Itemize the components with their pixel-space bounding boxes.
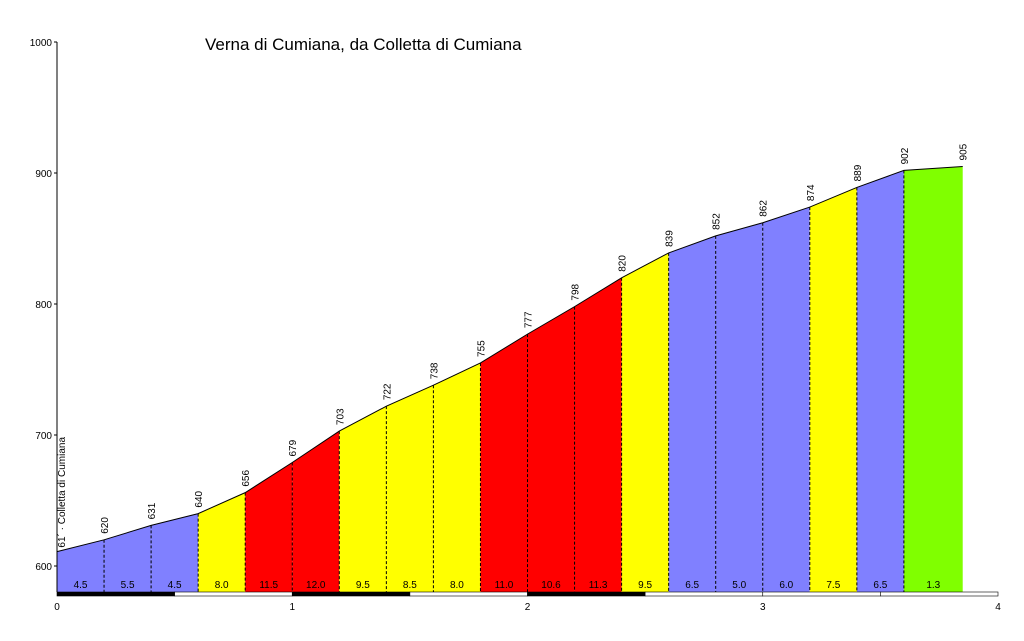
elevation-label-13: 839 xyxy=(665,230,676,247)
elevation-labels: 620 631 640 656 679 703 722 738 755 777 798 820 839 8… xyxy=(100,143,970,533)
elevation-label-9: 755 xyxy=(476,340,487,357)
x-tick-label-4: 4 xyxy=(995,602,1001,613)
elevation-label-8: 738 xyxy=(429,362,440,379)
elevation-label-17: 889 xyxy=(853,164,864,181)
gradient-label-10: 10.6 xyxy=(541,580,561,591)
gradient-label-7: 8.5 xyxy=(403,580,417,591)
segment-fill-8 xyxy=(433,362,481,592)
segment-fill-0 xyxy=(57,539,105,592)
gradient-label-1: 5.5 xyxy=(121,580,135,591)
segment-fill-2 xyxy=(151,513,199,592)
elevation-label-18: 902 xyxy=(900,147,911,164)
gradient-label-12: 9.5 xyxy=(638,580,652,591)
y-axis: 600 700 800 900 1000 xyxy=(30,38,58,592)
elevation-label-16: 874 xyxy=(806,184,817,201)
segment-fill-14 xyxy=(715,222,763,592)
elevation-label-7: 722 xyxy=(382,383,393,400)
segment-fills xyxy=(57,166,963,592)
segment-fill-4 xyxy=(245,462,293,592)
gradient-label-14: 5.0 xyxy=(732,580,746,591)
x-tick-label-3: 3 xyxy=(760,602,766,613)
segment-fill-3 xyxy=(198,492,246,592)
x-scale-block-1 xyxy=(174,591,293,597)
gradient-label-8: 8.0 xyxy=(450,580,464,591)
y-tick-label-0: 600 xyxy=(35,562,52,573)
x-scale-block-7 xyxy=(880,591,999,597)
x-scale-block-5 xyxy=(644,591,764,597)
y-tick-label-3: 900 xyxy=(35,169,52,180)
elevation-label-3: 640 xyxy=(194,490,205,507)
gradient-labels: 4.5 5.5 4.5 8.0 11.5 12.0 9.5 8.5 8.0 11.0 10.6 11.… xyxy=(74,580,941,591)
gradient-label-15: 6.0 xyxy=(779,580,793,591)
elevation-label-2: 631 xyxy=(147,502,158,519)
gradient-label-11: 11.3 xyxy=(589,580,608,591)
segment-fill-11 xyxy=(574,277,622,592)
x-scale-block-6 xyxy=(762,591,881,597)
gradient-label-6: 9.5 xyxy=(356,580,370,591)
elevation-label-10: 777 xyxy=(524,311,535,328)
segment-fill-12 xyxy=(621,252,669,592)
segment-fill-13 xyxy=(668,235,716,592)
x-scale-block-0 xyxy=(56,591,175,597)
gradient-label-16: 7.5 xyxy=(826,580,840,591)
gradient-label-4: 11.5 xyxy=(259,580,278,591)
segment-fill-16 xyxy=(809,187,857,592)
x-tick-label-1: 1 xyxy=(289,602,295,613)
segment-fill-6 xyxy=(339,406,387,592)
segment-fill-7 xyxy=(386,385,434,592)
x-scale-block-3 xyxy=(409,591,528,597)
elevation-label-12: 820 xyxy=(618,255,629,272)
elevation-label-15: 862 xyxy=(759,200,770,217)
y-tick-label-2: 800 xyxy=(35,300,52,311)
segment-fill-15 xyxy=(762,207,810,592)
gradient-label-0: 4.5 xyxy=(74,580,88,591)
gradient-label-13: 6.5 xyxy=(685,580,699,591)
chart-title: Verna di Cumiana, da Colletta di Cumiana xyxy=(205,35,522,54)
segment-fill-5 xyxy=(292,431,340,592)
elevation-label-4: 656 xyxy=(241,470,252,487)
profile-line xyxy=(56,165,963,553)
gradient-label-17: 6.5 xyxy=(873,580,887,591)
elevation-label-6: 703 xyxy=(335,408,346,425)
x-axis: 0 1 2 3 4 xyxy=(54,591,1001,613)
segment-fill-10 xyxy=(527,306,575,592)
x-scale-block-4 xyxy=(527,591,646,597)
elevation-label-19: 905 xyxy=(959,143,970,160)
gradient-label-18: 1.3 xyxy=(926,580,940,591)
elevation-label-5: 679 xyxy=(288,439,299,456)
segment-fill-9 xyxy=(480,334,528,592)
gradient-label-9: 11.0 xyxy=(495,580,514,591)
start-point-label: 61´ · Colletta di Cumiana xyxy=(56,437,68,548)
profile-line-group xyxy=(56,165,963,553)
elevation-label-11: 798 xyxy=(571,283,582,300)
y-tick-label-1: 700 xyxy=(35,431,52,442)
gradient-label-3: 8.0 xyxy=(215,580,229,591)
segment-dividers xyxy=(103,170,905,592)
segment-fill-1 xyxy=(104,525,152,592)
elevation-label-14: 852 xyxy=(712,213,723,230)
x-tick-label-0: 0 xyxy=(54,602,60,613)
elevation-label-1: 620 xyxy=(100,517,111,534)
segment-fill-17 xyxy=(856,170,904,592)
x-tick-label-2: 2 xyxy=(525,602,531,613)
gradient-label-2: 4.5 xyxy=(168,580,182,591)
gradient-label-5: 12.0 xyxy=(306,580,326,591)
y-tick-label-4: 1000 xyxy=(30,38,53,49)
segment-fill-18 xyxy=(903,166,963,592)
x-scale-block-2 xyxy=(291,591,411,597)
